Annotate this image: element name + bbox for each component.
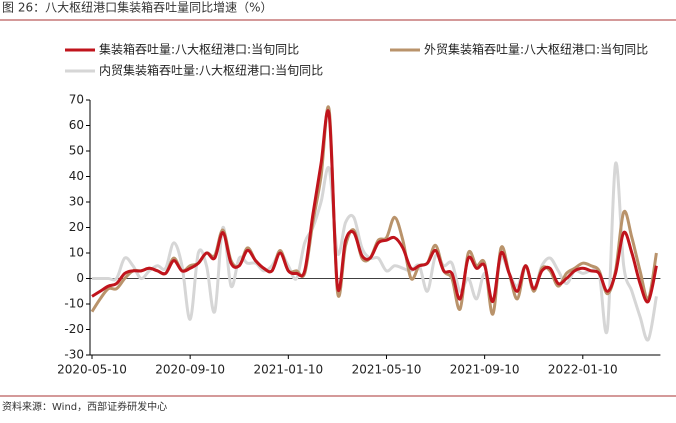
series-line xyxy=(91,161,658,342)
x-tick-label: 2021-09-10 xyxy=(450,363,520,377)
legend-label: 外贸集装箱吞吐量:八大枢纽港口:当旬同比 xyxy=(424,42,648,57)
x-tick-label: 2020-05-10 xyxy=(57,363,127,377)
chart-title: 图 26：八大枢纽港口集装箱吞吐量同比增速（%） xyxy=(2,0,273,15)
x-tick-label: 2022-01-10 xyxy=(548,363,618,377)
y-tick-label: 0 xyxy=(76,271,84,285)
y-tick-label: 30 xyxy=(69,195,84,209)
series-line xyxy=(90,105,658,316)
y-tick-label: 10 xyxy=(69,246,84,260)
x-tick-label: 2021-01-10 xyxy=(253,363,323,377)
x-tick-label: 2021-05-10 xyxy=(352,363,422,377)
y-tick-label: -10 xyxy=(64,297,84,311)
legend-label: 内贸集装箱吞吐量:八大枢纽港口:当旬同比 xyxy=(99,63,323,78)
y-tick-label: -30 xyxy=(64,348,84,362)
series-line xyxy=(91,109,658,304)
y-tick-label: -20 xyxy=(64,322,84,336)
y-tick-label: 60 xyxy=(69,118,84,132)
y-tick-label: 50 xyxy=(69,144,84,158)
source: 资料来源：Wind，西部证券研发中心 xyxy=(2,400,167,413)
legend-label: 集装箱吞吐量:八大枢纽港口:当旬同比 xyxy=(99,42,299,57)
y-tick-label: 20 xyxy=(69,220,84,234)
y-tick-label: 70 xyxy=(69,93,84,107)
y-tick-label: 40 xyxy=(69,169,84,183)
x-tick-label: 2020-09-10 xyxy=(155,363,225,377)
